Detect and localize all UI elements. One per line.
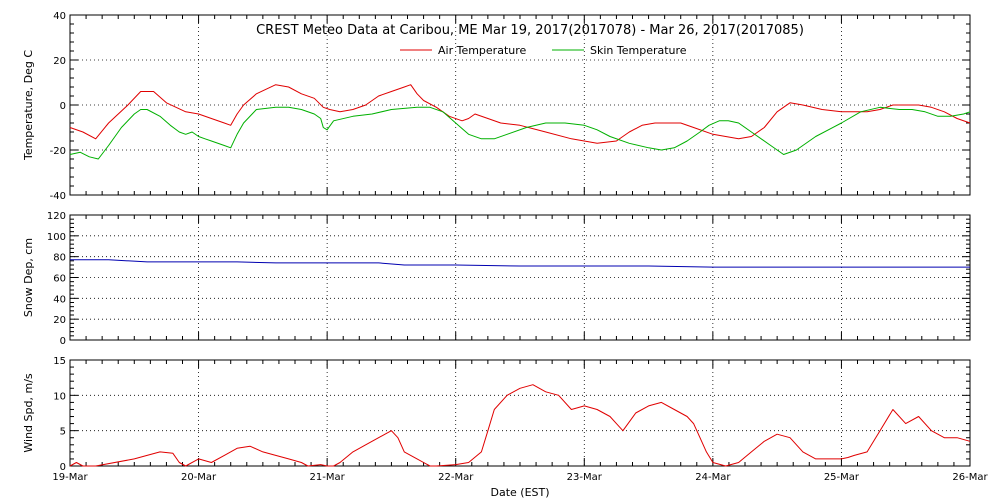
y-tick-label: 120 <box>47 211 66 222</box>
x-tick-label: 26-Mar <box>952 472 988 483</box>
series-line-temperature-0 <box>69 84 971 144</box>
legend-label-1: Skin Temperature <box>590 44 687 57</box>
y-tick-label: 20 <box>53 56 66 67</box>
y-tick-label: 40 <box>53 294 66 305</box>
x-tick-label: 21-Mar <box>310 472 346 483</box>
y-tick-label: 15 <box>53 356 66 367</box>
y-tick-label: 0 <box>60 462 66 473</box>
x-tick-label: 20-Mar <box>181 472 217 483</box>
x-tick-label: 24-Mar <box>695 472 731 483</box>
x-tick-label: 25-Mar <box>824 472 860 483</box>
series-line-snow-0 <box>70 259 970 268</box>
plot-frame <box>69 359 971 467</box>
y-axis-label: Wind Spd, m/s <box>22 373 35 453</box>
y-tick-label: -40 <box>50 191 66 202</box>
x-tick-label: 19-Mar <box>52 472 88 483</box>
panel-wind: 0 5 10 15 Wind Spd, m/s <box>22 356 971 473</box>
y-tick-label: 10 <box>53 391 66 402</box>
y-tick-label: 20 <box>53 315 66 326</box>
y-tick-label: 0 <box>60 101 66 112</box>
y-tick-label: -20 <box>50 146 66 157</box>
y-tick-label: 5 <box>60 427 66 438</box>
chart-title: CREST Meteo Data at Caribou, ME Mar 19, … <box>256 23 804 38</box>
x-tick-label: 23-Mar <box>567 472 603 483</box>
panel-snow: 0 20 40 60 80 100 120 Snow Dep, cm <box>22 211 971 347</box>
series-line-wind-0 <box>69 384 971 467</box>
y-axis-label: Snow Dep, cm <box>22 238 35 317</box>
legend-label-0: Air Temperature <box>438 44 527 57</box>
y-tick-label: 80 <box>53 253 66 264</box>
y-tick-label: 40 <box>53 11 66 22</box>
y-tick-label: 0 <box>60 336 66 347</box>
x-tick-label: 22-Mar <box>438 472 474 483</box>
series-line-temperature-1 <box>69 106 971 160</box>
y-axis-label: Temperature, Deg C <box>22 50 35 161</box>
y-tick-label: 60 <box>53 274 66 285</box>
x-axis-label: Date (EST) <box>490 486 549 499</box>
panel-temperature: -40 -20 0 20 40 Temperature, Deg C <box>22 11 971 202</box>
y-tick-label: 100 <box>47 232 66 243</box>
